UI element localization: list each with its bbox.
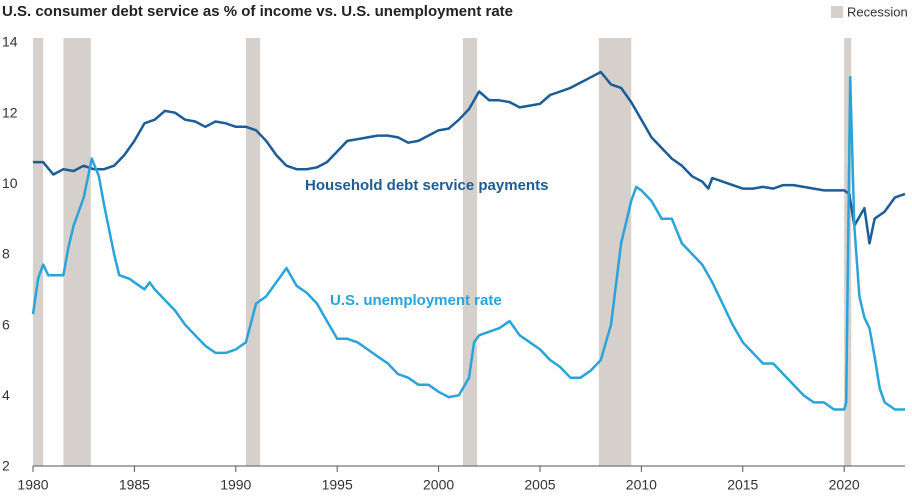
x-tick-label: 1980 (17, 477, 48, 493)
recession-band (245, 38, 261, 466)
recession-band (33, 38, 44, 466)
y-tick-label: 8 (2, 246, 10, 262)
x-tick-label: 2015 (727, 477, 758, 493)
series-line (33, 70, 906, 245)
y-tick-label: 4 (2, 387, 10, 403)
x-tick-label: 2020 (829, 477, 860, 493)
series-label: U.S. unemployment rate (330, 292, 502, 309)
y-tick-label: 12 (2, 104, 18, 120)
legend-swatch (831, 6, 843, 18)
chart-title: U.S. consumer debt service as % of incom… (2, 3, 513, 20)
series-line (31, 76, 905, 411)
legend-label: Recession (847, 4, 908, 19)
x-tick-label: 1995 (322, 477, 353, 493)
y-tick-label: 2 (2, 458, 10, 474)
x-tick-label: 2010 (626, 477, 657, 493)
y-tick-label: 6 (2, 316, 10, 332)
series-label: Household debt service payments (305, 177, 548, 194)
y-tick-label: 10 (2, 175, 18, 191)
x-tick-label: 2005 (524, 477, 555, 493)
x-tick-label: 2000 (423, 477, 454, 493)
y-tick-label: 14 (2, 34, 18, 50)
recession-band (598, 38, 632, 466)
x-tick-label: 1990 (220, 477, 251, 493)
recession-band (462, 38, 478, 466)
x-tick-label: 1985 (119, 477, 150, 493)
